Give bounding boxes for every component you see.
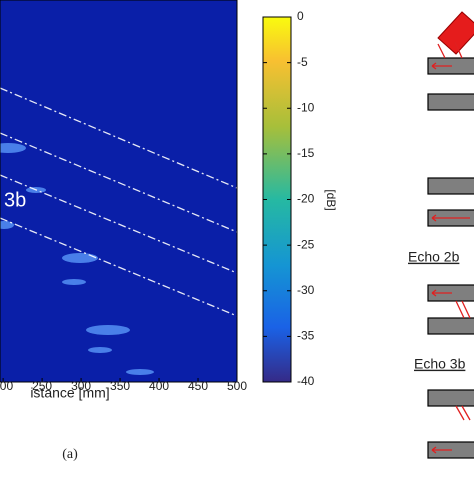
- echo-label: Echo 3b: [414, 356, 466, 372]
- colorbar-tick-label: -20: [297, 192, 315, 206]
- heatmap: 3b: [0, 0, 237, 382]
- x-tick-label: 400: [149, 379, 169, 393]
- colorbar-tick-label: 0: [297, 9, 304, 23]
- x-axis-label: istance [mm]: [30, 385, 109, 401]
- colorbar-tick-label: -25: [297, 237, 315, 251]
- x-tick-label: 250: [32, 379, 52, 393]
- x-tick-label: 350: [110, 379, 130, 393]
- x-tick-label: 200: [0, 379, 13, 393]
- x-tick-label: 500: [227, 379, 247, 393]
- colorbar-label: [dB]: [324, 189, 338, 210]
- colorbar-tick-label: -5: [297, 55, 308, 69]
- colorbar: [262, 16, 292, 383]
- annotation: 3b: [4, 189, 26, 211]
- colorbar-tick-label: -35: [297, 329, 315, 343]
- echo-label: Echo 2b: [408, 249, 460, 265]
- colorbar-tick-label: -10: [297, 100, 315, 114]
- plot-frame: [0, 0, 238, 383]
- caption: (a): [62, 447, 78, 462]
- x-tick-label: 450: [188, 379, 208, 393]
- diagram: Echo 2b Echo 3b: [408, 11, 474, 459]
- x-tick-label: 300: [71, 379, 91, 393]
- colorbar-tick-label: -15: [297, 146, 315, 160]
- colorbar-tick-label: -30: [297, 283, 315, 297]
- colorbar-tick-label: -40: [297, 374, 315, 388]
